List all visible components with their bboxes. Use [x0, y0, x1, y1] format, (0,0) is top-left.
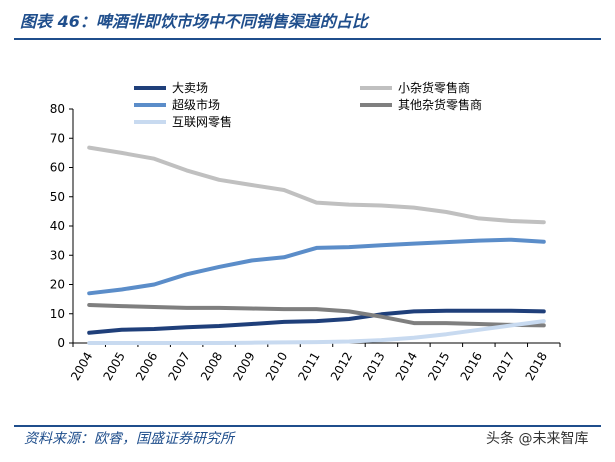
x-tick-label: 2006 [133, 350, 160, 383]
legend-label: 其他杂货零售商 [398, 97, 482, 112]
series-line-2 [87, 145, 546, 225]
series-line-4 [87, 303, 546, 328]
y-tick-label: 80 [50, 102, 65, 116]
watermark: 头条 @未来智库 [486, 431, 589, 447]
x-tick-label: 2013 [360, 350, 387, 383]
x-tick-label: 2005 [101, 350, 128, 383]
x-tick-label: 2015 [425, 350, 452, 383]
y-tick-label: 40 [50, 219, 65, 233]
source-note: 资料来源：欧睿，国盛证券研究所 [24, 431, 234, 447]
x-tick-label: 2014 [393, 350, 420, 383]
x-tick-label: 2018 [523, 350, 550, 383]
x-tick-label: 2011 [295, 350, 322, 383]
y-tick-label: 10 [50, 307, 65, 321]
y-tick-label: 20 [50, 278, 65, 292]
figure-title: 图表 46：啤酒非即饮市场中不同销售渠道的占比 [20, 12, 368, 31]
x-tick-label: 2009 [230, 350, 257, 383]
x-tick-label: 2016 [458, 350, 485, 383]
source-divider [14, 425, 601, 427]
x-tick-label: 2007 [165, 350, 192, 383]
series-line-1 [87, 308, 546, 335]
title-divider [14, 38, 601, 40]
x-tick-label: 2017 [490, 350, 517, 383]
x-tick-label: 2008 [198, 350, 225, 383]
y-tick-label: 30 [50, 248, 65, 262]
legend-label: 大卖场 [172, 81, 208, 95]
legend-label: 小杂货零售商 [398, 80, 470, 95]
x-tick-label: 2004 [68, 350, 95, 383]
series-line-3 [87, 237, 546, 296]
y-tick-label: 50 [50, 190, 65, 204]
y-tick-label: 60 [50, 161, 65, 175]
series-line-5 [87, 319, 546, 345]
x-tick-label: 2010 [263, 350, 290, 383]
chart-series [87, 145, 546, 345]
x-tick-label: 2012 [328, 350, 355, 383]
legend-label: 超级市场 [172, 97, 220, 112]
y-tick-label: 70 [50, 131, 65, 145]
y-tick-label: 0 [57, 336, 65, 350]
legend-label: 互联网零售 [172, 114, 232, 129]
